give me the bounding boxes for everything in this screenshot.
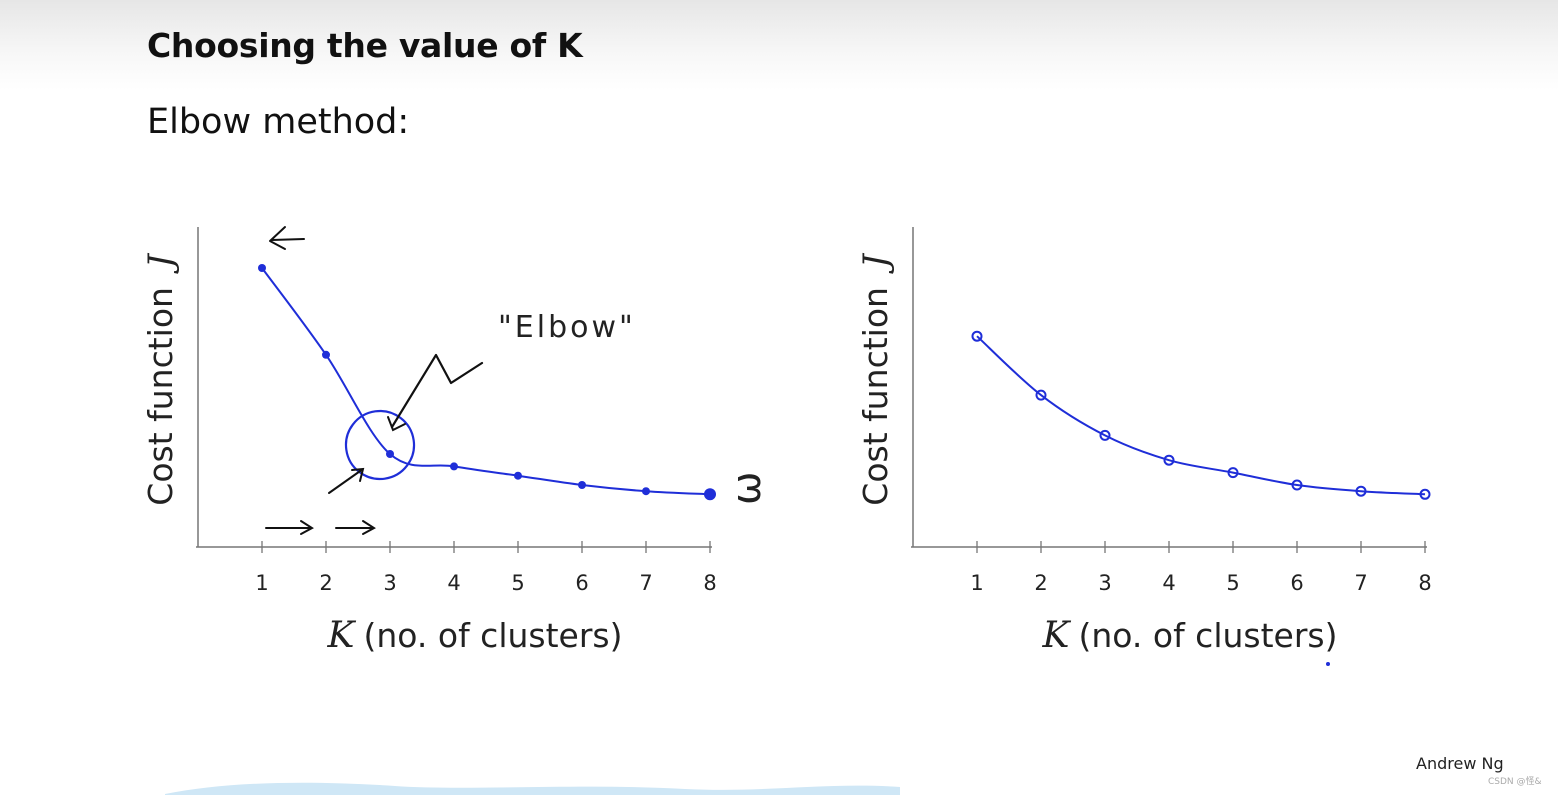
- y-axis-variable: J: [141, 252, 181, 274]
- data-point: [971, 330, 983, 342]
- watermark: CSDN @怪&: [1488, 777, 1542, 787]
- elbow-circle-annotation: [344, 409, 416, 481]
- x-tick-label: 6: [1290, 571, 1303, 595]
- data-point: [322, 350, 330, 359]
- x-tick-label: 8: [703, 571, 716, 595]
- bottom-blue-smudge: [165, 782, 900, 795]
- y-axis-label: Cost function J: [856, 252, 896, 506]
- data-point: [1355, 485, 1367, 497]
- stray-dot: [1326, 662, 1330, 666]
- slide-title: Choosing the value of K: [147, 26, 583, 65]
- data-point: [386, 450, 394, 458]
- y-axis-label-group: Cost function J: [856, 252, 896, 506]
- slide-header-band: [0, 0, 1558, 90]
- data-point: [450, 462, 458, 471]
- smooth-chart: Cost function J 1 2 3 4 5 6 7 8 K (no. of clust…: [856, 227, 1432, 666]
- cost-curve: [261, 267, 711, 496]
- x-tick-label: 7: [639, 571, 652, 595]
- x-axis-label: K (no. of clusters): [1042, 615, 1338, 656]
- elbow-pointer-arrowhead: [387, 416, 406, 432]
- elbow-pointer-squiggle: [390, 353, 484, 429]
- x-tick-label: 2: [319, 571, 332, 595]
- data-point: [1227, 467, 1239, 479]
- x-tick-labels: 1 2 3 4 5 6 7 8: [255, 571, 716, 595]
- x-tick-label: 7: [1354, 571, 1367, 595]
- data-point: [704, 488, 716, 501]
- x-tick-label: 1: [970, 571, 983, 595]
- x-tick-label: 8: [1418, 571, 1431, 595]
- data-point: [1163, 454, 1175, 466]
- elbow-annotation-label: "Elbow": [498, 310, 636, 345]
- x-axis-variable: K: [327, 615, 357, 656]
- elbow-chart: Cost function J 1 2 3 4 5 6 7 8 "Elbow" ω K (no…: [141, 226, 770, 656]
- data-point: [258, 264, 266, 272]
- data-points: [258, 264, 716, 501]
- x-tick-label: 4: [447, 571, 460, 595]
- x-ticks: [976, 541, 1426, 553]
- slide-subtitle: Elbow method:: [147, 102, 410, 142]
- data-point: [1291, 479, 1303, 491]
- data-point: [642, 487, 650, 496]
- data-point: [1035, 389, 1047, 401]
- data-point: [1099, 429, 1111, 441]
- x-tick-label: 5: [511, 571, 524, 595]
- y-axis-label-group: Cost function J: [141, 252, 181, 506]
- right-arrow-1-annotation: [265, 520, 314, 535]
- x-tick-label: 3: [1098, 571, 1111, 595]
- data-points: [971, 330, 1431, 500]
- x-tick-label: 1: [255, 571, 268, 595]
- x-tick-label: 6: [575, 571, 588, 595]
- data-point: [578, 481, 586, 489]
- x-tick-label: 5: [1226, 571, 1239, 595]
- cost-curve: [976, 335, 1426, 496]
- start-arrow-annotation: [269, 226, 305, 250]
- y-axis-label-text: Cost function: [141, 287, 180, 506]
- x-tick-labels: 1 2 3 4 5 6 7 8: [970, 571, 1431, 595]
- y-axis-label: Cost function J: [141, 252, 181, 506]
- x-axis-label-text: (no. of clusters): [364, 616, 623, 655]
- x-ticks: [261, 541, 711, 553]
- data-point: [1419, 488, 1431, 500]
- right-arrow-2-annotation: [335, 520, 376, 535]
- x-axis-label-text: (no. of clusters): [1079, 616, 1338, 655]
- x-axis-label: K (no. of clusters): [327, 615, 623, 656]
- x-axis-variable: K: [1042, 615, 1072, 656]
- y-axis-variable: J: [856, 252, 896, 274]
- lower-arrow-annotation: [328, 467, 365, 494]
- curly-mark-annotation: ω: [724, 472, 770, 506]
- x-tick-label: 4: [1162, 571, 1175, 595]
- author-credit: Andrew Ng: [1416, 754, 1504, 773]
- data-point: [514, 471, 522, 480]
- y-axis-label-text: Cost function: [856, 287, 895, 506]
- x-tick-label: 2: [1034, 571, 1047, 595]
- x-tick-label: 3: [383, 571, 396, 595]
